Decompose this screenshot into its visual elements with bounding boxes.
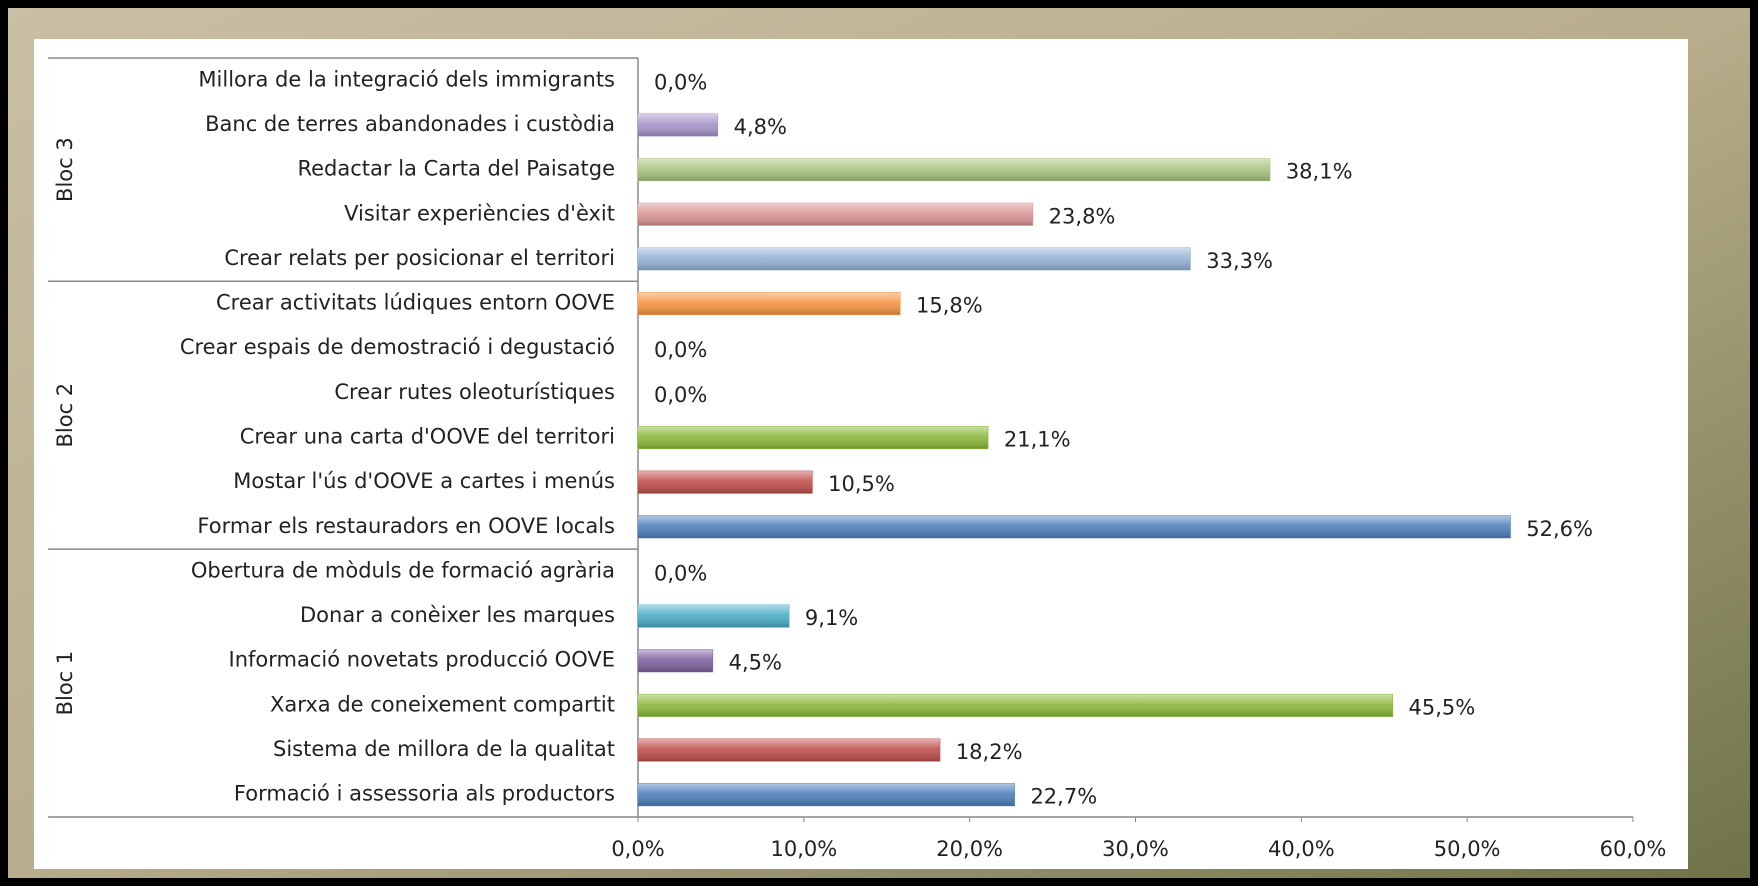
bar-shine bbox=[638, 784, 1014, 806]
bar-shine bbox=[638, 605, 789, 627]
value-label: 0,0% bbox=[654, 561, 707, 585]
value-label: 18,2% bbox=[956, 740, 1023, 764]
value-label: 10,5% bbox=[828, 472, 895, 496]
value-label: 45,5% bbox=[1409, 695, 1476, 719]
bar-shine bbox=[638, 203, 1033, 225]
category-label: Mostar l'ús d'OOVE a cartes i menús bbox=[233, 469, 615, 493]
bar-shine bbox=[638, 427, 988, 449]
x-tick-label: 50,0% bbox=[1434, 837, 1501, 861]
value-label: 22,7% bbox=[1030, 785, 1097, 809]
category-label: Millora de la integració dels immigrants bbox=[198, 67, 615, 91]
bar-shine bbox=[638, 471, 812, 493]
bar-shine bbox=[638, 739, 940, 761]
value-label: 0,0% bbox=[654, 338, 707, 362]
category-label: Banc de terres abandonades i custòdia bbox=[205, 112, 615, 136]
bar-shine bbox=[638, 159, 1270, 181]
value-label: 4,8% bbox=[734, 115, 787, 139]
value-label: 38,1% bbox=[1286, 160, 1353, 184]
group-label: Bloc 3 bbox=[53, 137, 77, 202]
category-label: Formar els restauradors en OOVE locals bbox=[197, 514, 615, 538]
bar-shine bbox=[638, 248, 1190, 270]
bar-shine bbox=[638, 114, 718, 136]
category-label: Donar a conèixer les marques bbox=[300, 603, 615, 627]
category-label: Crear una carta d'OOVE del territori bbox=[240, 425, 615, 449]
category-label: Crear espais de demostració i degustació bbox=[180, 335, 615, 359]
x-tick-label: 0,0% bbox=[611, 837, 664, 861]
category-label: Informació novetats producció OOVE bbox=[229, 648, 615, 672]
value-label: 0,0% bbox=[654, 70, 707, 94]
category-label: Crear activitats lúdiques entorn OOVE bbox=[216, 291, 615, 315]
group-label: Bloc 1 bbox=[53, 651, 77, 716]
chart: 0,0% 10,0% 20,0% 30,0% 40,0% 50,0% 60,0% Millor… bbox=[0, 0, 1758, 886]
value-label: 4,5% bbox=[729, 651, 782, 675]
category-label: Formació i assessoria als productors bbox=[234, 782, 615, 806]
x-tick-label: 20,0% bbox=[936, 837, 1003, 861]
bar-shine bbox=[638, 293, 900, 315]
x-tick-label: 60,0% bbox=[1600, 837, 1667, 861]
category-label: Sistema de millora de la qualitat bbox=[273, 737, 615, 761]
value-label: 9,1% bbox=[805, 606, 858, 630]
bar-shine bbox=[638, 516, 1510, 538]
category-label: Redactar la Carta del Paisatge bbox=[297, 157, 615, 181]
category-label: Xarxa de coneixement compartit bbox=[270, 692, 615, 716]
category-label: Crear rutes oleoturístiques bbox=[334, 380, 615, 404]
category-label: Visitar experiències d'èxit bbox=[344, 201, 615, 225]
bar-shine bbox=[638, 694, 1393, 716]
x-tick-label: 30,0% bbox=[1102, 837, 1169, 861]
value-label: 21,1% bbox=[1004, 428, 1071, 452]
x-tick-label: 10,0% bbox=[770, 837, 837, 861]
value-label: 33,3% bbox=[1206, 249, 1273, 273]
value-label: 23,8% bbox=[1049, 204, 1116, 228]
group-label: Bloc 2 bbox=[53, 383, 77, 448]
category-label: Crear relats per posicionar el territori bbox=[224, 246, 615, 270]
x-tick-label: 40,0% bbox=[1268, 837, 1335, 861]
value-label: 52,6% bbox=[1526, 517, 1593, 541]
bar-shine bbox=[638, 650, 713, 672]
value-label: 15,8% bbox=[916, 294, 983, 318]
value-label: 0,0% bbox=[654, 383, 707, 407]
category-label: Obertura de mòduls de formació agrària bbox=[191, 558, 615, 582]
